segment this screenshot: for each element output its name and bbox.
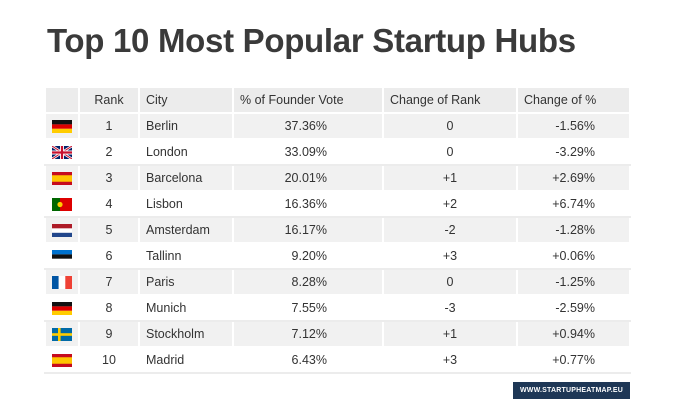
table-row: 3 Barcelona 20.01% +1 +2.69% [44, 164, 631, 192]
flag-cell [44, 112, 80, 140]
table-cell: Lisbon [138, 190, 234, 218]
flag-cell [44, 346, 80, 374]
title: Top 10 Most Popular Startup Hubs [47, 22, 576, 59]
flag-cell [44, 268, 80, 296]
table-cell: Barcelona [138, 164, 234, 192]
table-cell: -2.59% [516, 294, 631, 322]
table-row: 10 Madrid 6.43% +3 +0.77% [44, 346, 631, 374]
flag [52, 145, 72, 159]
flag [52, 223, 72, 237]
table-cell: 7 [78, 268, 140, 296]
flag [52, 249, 72, 263]
table-cell: London [138, 138, 234, 166]
table-cell: 9.20% [232, 242, 384, 270]
table-cell: -1.25% [516, 268, 631, 296]
table-cell: 16.17% [232, 216, 384, 244]
flag [52, 301, 72, 315]
flag [52, 327, 72, 341]
table-cell: Amsterdam [138, 216, 234, 244]
flag-cell [44, 216, 80, 244]
flag-cell [44, 164, 80, 192]
flag [52, 353, 72, 367]
header-cell: Change of % [516, 86, 631, 114]
table-cell: 8 [78, 294, 140, 322]
table-cell: -1.28% [516, 216, 631, 244]
table-cell: 6.43% [232, 346, 384, 374]
table-row: 2 London 33.09% 0 -3.29% [44, 138, 631, 166]
table-cell: 2 [78, 138, 140, 166]
table-cell: 9 [78, 320, 140, 348]
header-cell: City [138, 86, 234, 114]
header-cell: Rank [78, 86, 140, 114]
header-cell: Change of Rank [382, 86, 518, 114]
table-cell: 6 [78, 242, 140, 270]
table-cell: 10 [78, 346, 140, 374]
header-row: Rank City % of Founder Vote Change of Ra… [44, 86, 631, 114]
table-cell: 16.36% [232, 190, 384, 218]
table-cell: Tallinn [138, 242, 234, 270]
table-cell: +1 [382, 320, 518, 348]
table-cell: Munich [138, 294, 234, 322]
table-cell: 3 [78, 164, 140, 192]
header-cell: % of Founder Vote [232, 86, 384, 114]
table-row: 5 Amsterdam 16.17% -2 -1.28% [44, 216, 631, 244]
table-row: 9 Stockholm 7.12% +1 +0.94% [44, 320, 631, 348]
table-cell: 0 [382, 138, 518, 166]
table-cell: Madrid [138, 346, 234, 374]
table-cell: -1.56% [516, 112, 631, 140]
table-cell: +2 [382, 190, 518, 218]
flag [52, 119, 72, 133]
footer-badge: WWW.STARTUPHEATMAP.EU [513, 382, 630, 399]
table-cell: 1 [78, 112, 140, 140]
table-cell: 8.28% [232, 268, 384, 296]
table-row: 7 Paris 8.28% 0 -1.25% [44, 268, 631, 296]
table-cell: +0.94% [516, 320, 631, 348]
table-cell: +6.74% [516, 190, 631, 218]
table-cell: 7.55% [232, 294, 384, 322]
table-cell: +3 [382, 242, 518, 270]
flag-cell [44, 190, 80, 218]
table-cell: +0.06% [516, 242, 631, 270]
flag [52, 171, 72, 185]
table-cell: Berlin [138, 112, 234, 140]
flag-cell [44, 320, 80, 348]
table-cell: +1 [382, 164, 518, 192]
table-cell: +2.69% [516, 164, 631, 192]
table-cell: 4 [78, 190, 140, 218]
table-cell: 0 [382, 268, 518, 296]
table-cell: 37.36% [232, 112, 384, 140]
table-row: 6 Tallinn 9.20% +3 +0.06% [44, 242, 631, 270]
table: Rank City % of Founder Vote Change of Ra… [44, 86, 631, 374]
flag-cell [44, 242, 80, 270]
table-row: 4 Lisbon 16.36% +2 +6.74% [44, 190, 631, 218]
table-row: 1 Berlin 37.36% 0 -1.56% [44, 112, 631, 140]
table-cell: +3 [382, 346, 518, 374]
flag [52, 275, 72, 289]
table-cell: Paris [138, 268, 234, 296]
table-cell: +0.77% [516, 346, 631, 374]
table-row: 8 Munich 7.55% -3 -2.59% [44, 294, 631, 322]
flag-cell [44, 138, 80, 166]
table-cell: 5 [78, 216, 140, 244]
table-cell: -3 [382, 294, 518, 322]
table-cell: Stockholm [138, 320, 234, 348]
flag-cell [44, 294, 80, 322]
table-cell: -3.29% [516, 138, 631, 166]
table-cell: 20.01% [232, 164, 384, 192]
table-cell: -2 [382, 216, 518, 244]
flag [52, 197, 72, 211]
table-cell: 7.12% [232, 320, 384, 348]
table-cell: 33.09% [232, 138, 384, 166]
table-cell: 0 [382, 112, 518, 140]
